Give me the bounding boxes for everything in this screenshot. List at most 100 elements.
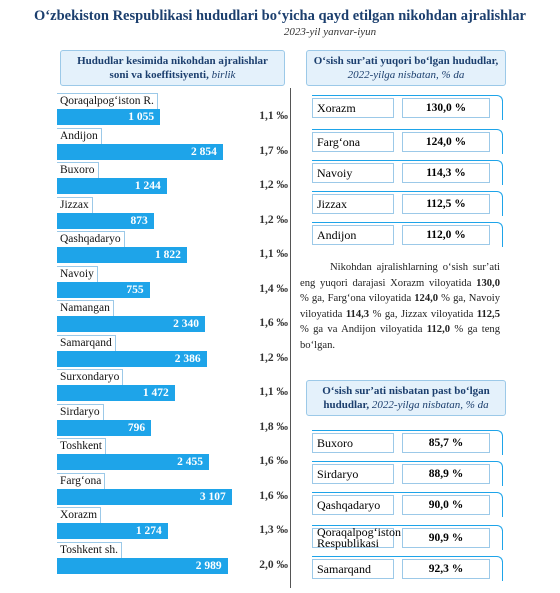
paragraph-text: % ga teng boʻlgan.	[300, 324, 500, 351]
paragraph-text: 112,5	[476, 308, 500, 320]
top-title: Oʻsish surʼati yuqori boʻlgan hududlar	[313, 55, 496, 67]
coefficient-label: 1,1 ‰	[259, 248, 288, 260]
item-value: 114,3 %	[402, 163, 490, 183]
bar	[57, 419, 152, 436]
coefficient-label: 1,8 ‰	[259, 420, 288, 433]
item-name: Fargʻona	[312, 132, 394, 152]
bar	[57, 212, 154, 229]
value-label: 2 854	[191, 145, 217, 158]
category-label: Samarqand	[57, 334, 116, 352]
coefficient-label: 1,1 ‰	[259, 386, 288, 398]
chart-title: Hududlar kesimida nikohdan ajralishlar s…	[77, 55, 268, 81]
bar	[57, 316, 205, 332]
coefficient-label: 1,3 ‰	[259, 524, 288, 536]
list-item: Andijon 112,0 %	[312, 222, 503, 247]
page-title: Oʻzbekiston Respublikasi hududlari boʻyi…	[34, 8, 526, 24]
item-value: 88,9 %	[402, 464, 490, 484]
list-item: Fargʻona 124,0 %	[312, 129, 503, 154]
value-label: 873	[130, 214, 148, 227]
category-label: Sirdaryo	[57, 403, 104, 421]
bar	[57, 454, 209, 470]
category-label: Qashqadaryo	[57, 231, 125, 248]
bar	[57, 385, 175, 401]
item-value: 92,3 %	[402, 559, 490, 579]
coefficient-label: 1,2 ‰	[259, 351, 288, 364]
coefficient-label: 1,7 ‰	[259, 144, 288, 157]
item-value: 112,0 %	[402, 225, 490, 245]
paragraph-text: 130,0	[476, 277, 500, 289]
item-value: 130,0 %	[402, 98, 490, 118]
category-label: Xorazm	[57, 507, 102, 524]
category-label: Navoiy	[57, 265, 98, 283]
category-label: Namangan	[57, 300, 114, 317]
value-label: 2 340	[173, 318, 199, 330]
page-subtitle: 2023-yil yanvar-iyun	[283, 26, 377, 38]
bar	[57, 488, 232, 505]
category-label: Qoraqalpogʻiston R.	[57, 93, 158, 110]
item-name: Andijon	[312, 225, 394, 245]
value-label: 1 244	[134, 180, 161, 192]
paragraph-text: 124,0	[414, 293, 439, 304]
bar	[57, 143, 223, 160]
value-label: 2 455	[177, 456, 203, 468]
top-header: Oʻsish surʼati yuqori boʻlgan hududlar, …	[306, 50, 506, 86]
paragraph-text: % ga va Andijon viloyatida	[300, 324, 427, 335]
item-value: 112,5 %	[402, 194, 490, 214]
item-value: 90,0 %	[402, 495, 490, 515]
item-name: Qashqadaryo	[312, 495, 394, 515]
value-label: 1 472	[142, 387, 169, 399]
paragraph-text: % ga, Jizzax viloyatida	[369, 308, 477, 320]
list-item: Samarqand 92,3 %	[312, 556, 503, 581]
item-name: Navoiy	[312, 163, 394, 183]
coefficient-label: 1,2 ‰	[259, 213, 288, 226]
top-subtitle: 2022-yilga nisbatan, % da	[347, 69, 465, 81]
coefficient-label: 1,4 ‰	[259, 282, 288, 295]
item-name: Samarqand	[312, 559, 394, 579]
value-label: 755	[126, 283, 144, 296]
chart-unit: birlik	[211, 69, 236, 81]
value-label: 1 055	[128, 111, 155, 123]
bar	[57, 350, 207, 367]
value-label: 2 989	[195, 559, 222, 572]
list-item: Xorazm 130,0 %	[312, 95, 503, 120]
list-item: Buxoro 85,7 %	[312, 430, 503, 455]
bar	[57, 281, 150, 298]
low-header: Oʻsish surʼati nisbatan past boʻlgan hud…	[306, 380, 506, 416]
item-name: Sirdaryo	[312, 464, 394, 484]
value-label: 3 107	[199, 490, 226, 503]
category-label: Surxondaryo	[57, 369, 124, 386]
bar	[57, 557, 228, 574]
coefficient-label: 2,0 ‰	[259, 558, 288, 571]
bar	[57, 178, 167, 194]
list-item: Sirdaryo 88,9 %	[312, 461, 503, 486]
coefficient-label: 1,1 ‰	[259, 110, 288, 122]
value-label: 1 822	[155, 249, 181, 261]
value-label: 2 386	[174, 352, 201, 365]
category-label: Buxoro	[57, 162, 99, 179]
paragraph-text: % ga, Navoiy viloyatida	[300, 293, 500, 320]
list-item: Qoraqalpogʻiston Respublikasi 90,9 %	[312, 525, 503, 550]
paragraph-text: 112,0	[426, 324, 451, 335]
item-value: 124,0 %	[402, 132, 490, 152]
coefficient-label: 1,2 ‰	[259, 179, 288, 191]
list-item: Jizzax 112,5 %	[312, 191, 503, 216]
list-item: Navoiy 114,3 %	[312, 160, 503, 185]
item-name: Jizzax	[312, 194, 394, 214]
category-label: Jizzax	[57, 196, 93, 214]
bar	[57, 109, 161, 125]
low-title: Oʻsish surʼati nisbatan past boʻlgan hud…	[322, 385, 490, 411]
paragraph-text: % ga, Fargʻona viloyatida	[300, 293, 415, 304]
bar	[57, 523, 168, 539]
paragraph: Nikohdan ajralishlarning oʻsish surʼati …	[300, 260, 500, 353]
value-label: 796	[127, 421, 146, 434]
item-name: Xorazm	[312, 98, 394, 118]
value-label: 1 274	[135, 525, 162, 537]
category-label: Andijon	[57, 127, 102, 145]
coefficient-label: 1,6 ‰	[259, 489, 288, 502]
paragraph-text: Nikohdan ajralishlarning oʻsish surʼati …	[300, 262, 500, 289]
low-subtitle: 2022-yilga nisbatan, % da	[371, 399, 489, 411]
divider	[290, 88, 291, 588]
item-name: Qoraqalpogʻiston Respublikasi	[312, 526, 401, 549]
category-label: Toshkent sh.	[57, 541, 122, 559]
